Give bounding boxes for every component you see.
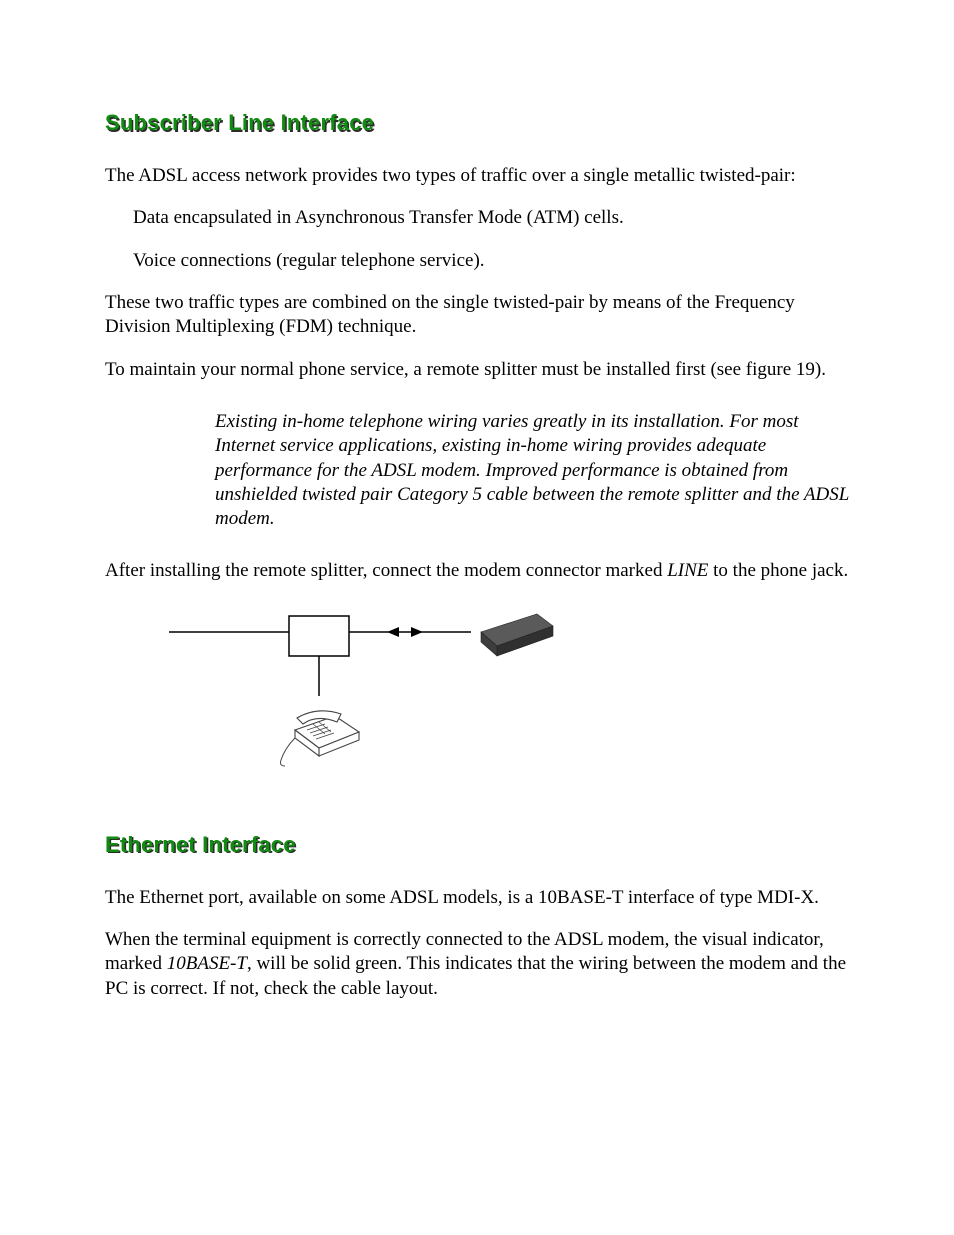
splitter-box	[289, 616, 349, 656]
p4-b: to the phone jack.	[708, 560, 848, 581]
heading-text-2: Ethernet Interface	[105, 832, 296, 857]
phone-icon	[281, 711, 360, 766]
para-splitter: To maintain your normal phone service, a…	[105, 358, 849, 382]
heading-ethernet: Ethernet Interface Ethernet Interface	[105, 832, 849, 858]
para-intro: The ADSL access network provides two typ…	[105, 164, 849, 188]
p2-em: 10BASE-T	[167, 953, 247, 974]
arrow-right-icon	[411, 627, 423, 637]
modem-icon	[481, 614, 553, 656]
figure-splitter-diagram	[169, 612, 849, 792]
bullet-voice: Voice connections (regular telephone ser…	[105, 249, 849, 273]
p4-em: LINE	[667, 560, 708, 581]
bullet-atm: Data encapsulated in Asynchronous Transf…	[105, 206, 849, 230]
para-line-jack: After installing the remote splitter, co…	[105, 559, 849, 583]
p4-a: After installing the remote splitter, co…	[105, 560, 667, 581]
para-fdm: These two traffic types are combined on …	[105, 291, 849, 340]
heading-text: Subscriber Line Interface	[105, 110, 374, 135]
heading-subscriber-line: Subscriber Line Interface Subscriber Lin…	[105, 110, 849, 136]
para-ethernet-2: When the terminal equipment is correctly…	[105, 928, 849, 1001]
arrow-left-icon	[387, 627, 399, 637]
diagram-svg	[169, 612, 569, 782]
para-ethernet-1: The Ethernet port, available on some ADS…	[105, 886, 849, 910]
para-note: Existing in-home telephone wiring varies…	[105, 410, 849, 532]
